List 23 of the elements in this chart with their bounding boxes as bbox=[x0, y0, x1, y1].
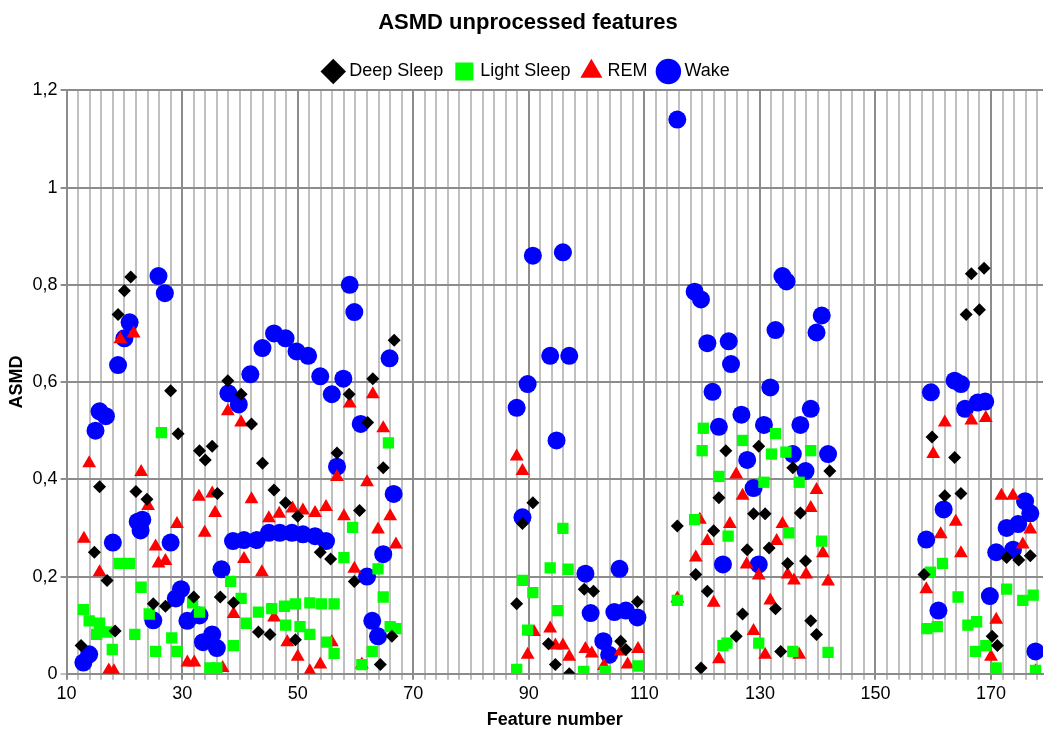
x-tick-label: 130 bbox=[744, 682, 775, 703]
y-tick-label: 0,4 bbox=[32, 468, 58, 489]
x-tick-label: 170 bbox=[975, 682, 1007, 703]
legend-label: Wake bbox=[684, 60, 730, 81]
x-tick-label: 150 bbox=[860, 682, 891, 703]
legend-label: Light Sleep bbox=[480, 60, 571, 81]
legend-label: Deep Sleep bbox=[349, 60, 444, 81]
y-tick-label: 0,6 bbox=[32, 371, 58, 392]
legend-label: REM bbox=[607, 60, 648, 81]
x-tick-label: 30 bbox=[172, 682, 193, 703]
x-tick-label: 70 bbox=[403, 682, 424, 703]
y-tick-label: 1 bbox=[47, 176, 58, 197]
x-tick-label: 110 bbox=[630, 682, 659, 703]
y-tick-label: 1,2 bbox=[32, 79, 58, 100]
x-tick-label: 50 bbox=[287, 682, 308, 703]
x-axis-title: Feature number bbox=[486, 709, 623, 730]
y-axis-title: ASMD bbox=[5, 355, 26, 409]
x-tick-label: 10 bbox=[56, 682, 77, 703]
y-tick-label: 0 bbox=[47, 662, 58, 683]
chart-title: ASMD unprocessed features bbox=[378, 9, 678, 35]
y-tick-label: 0,8 bbox=[32, 273, 58, 294]
y-tick-label: 0,2 bbox=[32, 565, 58, 586]
x-tick-label: 90 bbox=[518, 682, 539, 703]
